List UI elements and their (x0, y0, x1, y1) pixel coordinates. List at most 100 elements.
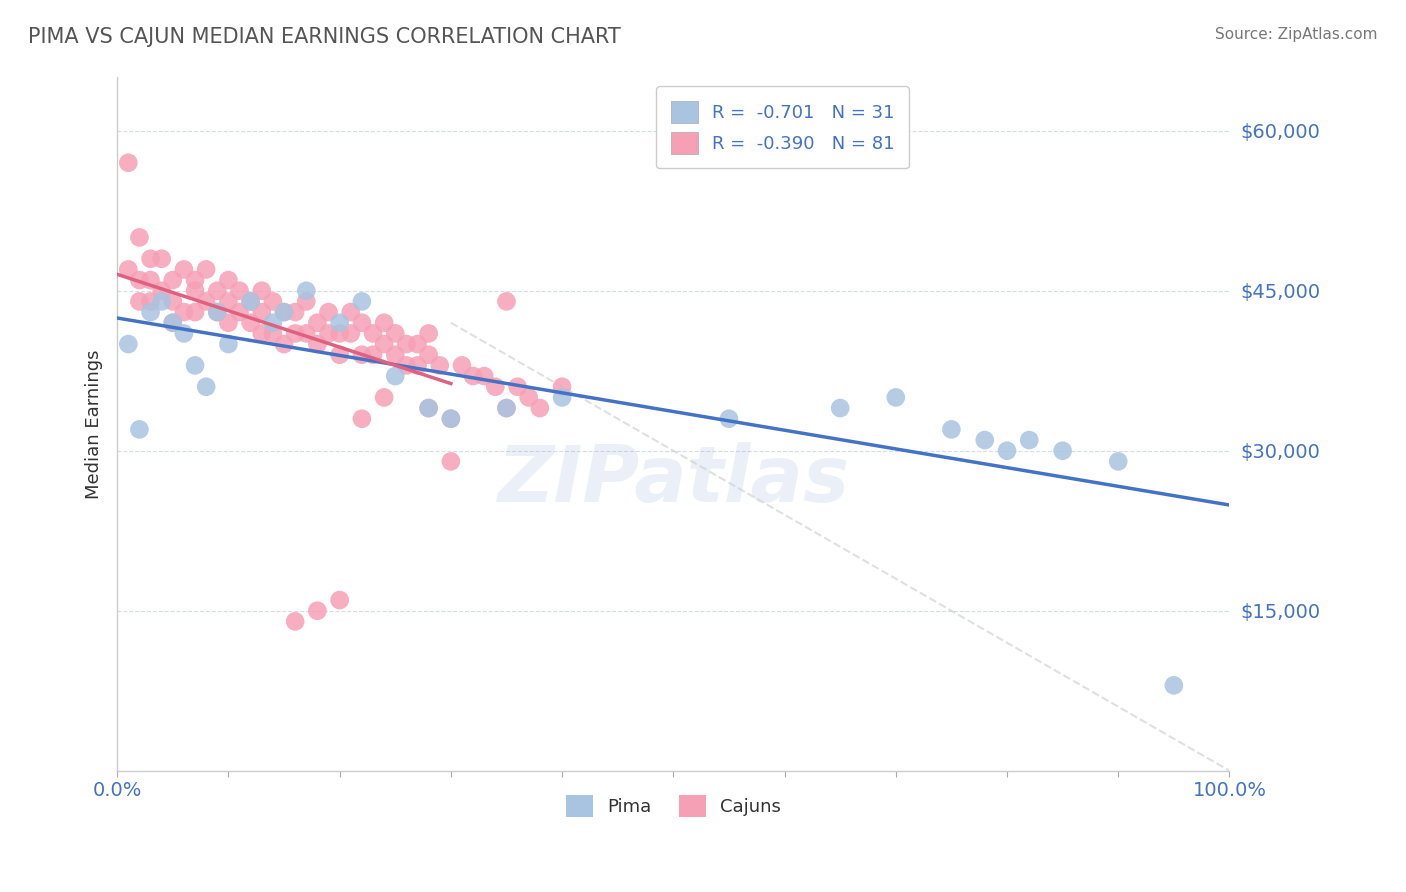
Point (339, 305, 361, 319)
Point (128, 230, 150, 244)
Point (395, 337, 418, 351)
Point (429, 359, 451, 373)
Point (273, 305, 295, 319)
Point (184, 359, 207, 373)
Point (184, 305, 207, 319)
Point (484, 380, 506, 394)
Point (162, 316, 184, 330)
Point (1107, 454, 1129, 468)
Point (361, 326, 384, 341)
Point (295, 294, 318, 309)
Point (440, 411, 463, 425)
Point (461, 369, 484, 384)
Point (173, 262, 195, 277)
Point (117, 262, 139, 277)
Point (373, 316, 395, 330)
Point (551, 380, 574, 394)
Point (329, 316, 352, 330)
Point (339, 326, 361, 341)
Point (139, 294, 162, 309)
Point (228, 305, 250, 319)
Point (195, 262, 218, 277)
Point (884, 391, 907, 405)
Point (717, 411, 740, 425)
Point (418, 401, 440, 415)
Point (128, 294, 150, 309)
Point (395, 359, 418, 373)
Point (284, 305, 307, 319)
Point (250, 305, 273, 319)
Point (941, 422, 963, 436)
Point (217, 273, 239, 287)
Point (318, 326, 340, 341)
Text: ZIPatlas: ZIPatlas (498, 442, 849, 517)
Point (195, 380, 218, 394)
Point (173, 326, 195, 341)
Point (284, 326, 307, 341)
Point (1052, 443, 1074, 458)
Point (529, 401, 551, 415)
Point (250, 284, 273, 298)
Point (373, 337, 395, 351)
Point (195, 294, 218, 309)
Point (217, 337, 239, 351)
Point (373, 391, 395, 405)
Point (262, 294, 284, 309)
Point (472, 369, 495, 384)
Point (184, 284, 207, 298)
Point (307, 316, 329, 330)
Point (350, 348, 373, 362)
Point (318, 305, 340, 319)
Y-axis label: Median Earnings: Median Earnings (86, 350, 103, 499)
Point (262, 326, 284, 341)
Legend: Pima, Cajuns: Pima, Cajuns (558, 788, 789, 824)
Point (239, 294, 262, 309)
Point (384, 326, 406, 341)
Point (128, 273, 150, 287)
Point (139, 273, 162, 287)
Point (1018, 433, 1040, 447)
Point (406, 337, 429, 351)
Point (440, 454, 463, 468)
Point (329, 593, 352, 607)
Point (207, 284, 229, 298)
Point (162, 316, 184, 330)
Point (117, 337, 139, 351)
Point (295, 326, 318, 341)
Point (162, 273, 184, 287)
Point (350, 316, 373, 330)
Point (262, 316, 284, 330)
Point (184, 273, 207, 287)
Point (495, 401, 517, 415)
Point (128, 422, 150, 436)
Point (150, 294, 173, 309)
Point (329, 326, 352, 341)
Point (150, 252, 173, 266)
Point (239, 294, 262, 309)
Point (329, 348, 352, 362)
Point (406, 359, 429, 373)
Point (551, 391, 574, 405)
Point (150, 284, 173, 298)
Point (995, 443, 1018, 458)
Point (217, 294, 239, 309)
Point (451, 359, 474, 373)
Point (418, 348, 440, 362)
Point (307, 604, 329, 618)
Point (973, 433, 995, 447)
Point (350, 294, 373, 309)
Point (284, 615, 307, 629)
Point (207, 305, 229, 319)
Point (418, 401, 440, 415)
Point (295, 284, 318, 298)
Point (384, 369, 406, 384)
Point (250, 326, 273, 341)
Point (830, 401, 852, 415)
Point (418, 326, 440, 341)
Point (139, 305, 162, 319)
Point (217, 316, 239, 330)
Point (139, 252, 162, 266)
Point (517, 391, 540, 405)
Point (117, 155, 139, 169)
Point (1163, 678, 1185, 692)
